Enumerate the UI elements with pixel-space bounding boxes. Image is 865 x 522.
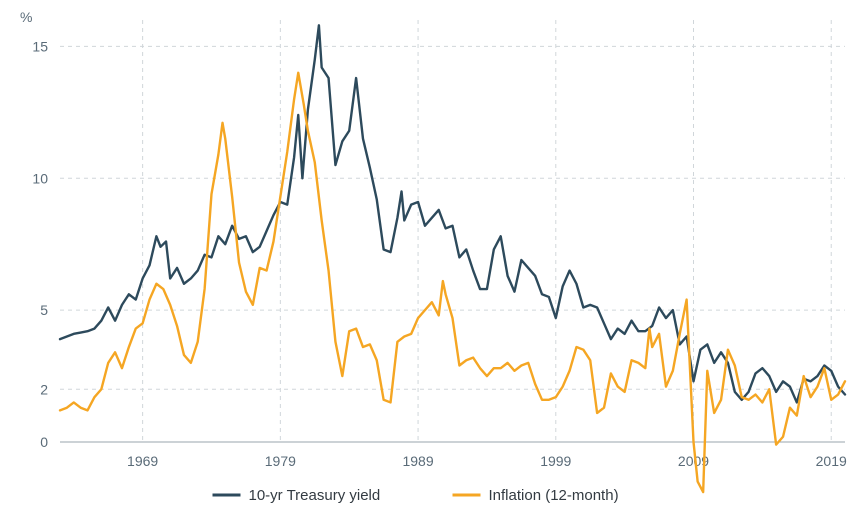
x-tick-label: 1969 — [127, 453, 158, 469]
legend-label-inflation: Inflation (12-month) — [489, 487, 619, 504]
y-tick-label: 0 — [40, 434, 48, 450]
legend-label-treasury: 10-yr Treasury yield — [249, 487, 381, 504]
y-unit-label: % — [20, 9, 32, 25]
y-tick-label: 15 — [32, 38, 48, 54]
series-line-treasury — [60, 25, 845, 402]
chart-svg: %025101519691979198919992009201910-yr Tr… — [0, 0, 865, 522]
y-tick-label: 2 — [40, 381, 48, 397]
line-chart: %025101519691979198919992009201910-yr Tr… — [0, 0, 865, 522]
x-tick-label: 1999 — [540, 453, 571, 469]
y-tick-label: 5 — [40, 302, 48, 318]
x-tick-label: 2019 — [816, 453, 847, 469]
series-line-inflation — [60, 73, 845, 492]
x-tick-label: 1989 — [402, 453, 433, 469]
y-tick-label: 10 — [32, 170, 48, 186]
x-tick-label: 1979 — [265, 453, 296, 469]
